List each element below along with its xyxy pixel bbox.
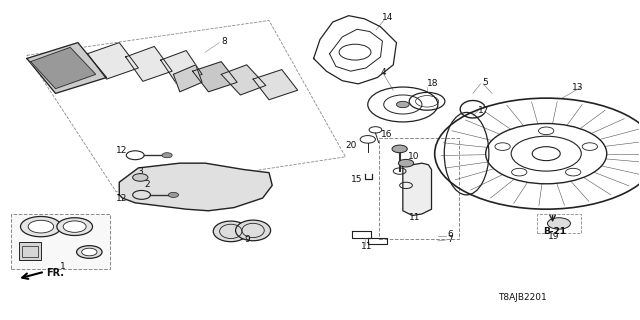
- Text: T8AJB2201: T8AJB2201: [499, 293, 547, 302]
- Text: 3: 3: [137, 167, 143, 176]
- Text: 8: 8: [221, 36, 227, 45]
- Bar: [380, 138, 459, 239]
- Circle shape: [82, 248, 97, 256]
- Text: 17: 17: [478, 106, 490, 115]
- Text: 18: 18: [427, 79, 438, 88]
- Polygon shape: [403, 163, 431, 215]
- Text: B-21: B-21: [543, 227, 566, 236]
- Circle shape: [63, 221, 86, 232]
- Circle shape: [20, 216, 61, 237]
- Text: 19: 19: [548, 232, 559, 241]
- Text: 12: 12: [116, 146, 127, 155]
- Circle shape: [392, 145, 407, 153]
- Circle shape: [162, 153, 172, 158]
- Text: 16: 16: [381, 130, 392, 139]
- Text: 10: 10: [408, 152, 419, 161]
- Bar: [19, 243, 41, 260]
- Text: 5: 5: [483, 78, 488, 87]
- Text: 11: 11: [362, 242, 373, 251]
- Text: 7: 7: [447, 236, 453, 244]
- Polygon shape: [27, 43, 106, 93]
- Ellipse shape: [236, 220, 271, 241]
- Circle shape: [398, 159, 413, 167]
- Polygon shape: [125, 46, 172, 81]
- Polygon shape: [193, 62, 237, 92]
- Ellipse shape: [213, 221, 248, 242]
- Circle shape: [132, 174, 148, 181]
- Polygon shape: [253, 69, 298, 100]
- Circle shape: [28, 220, 54, 233]
- Text: FR.: FR.: [46, 268, 64, 278]
- Circle shape: [77, 246, 102, 258]
- Polygon shape: [221, 65, 266, 95]
- Polygon shape: [119, 163, 272, 211]
- Circle shape: [532, 147, 560, 161]
- Text: 12: 12: [116, 194, 127, 203]
- Polygon shape: [88, 43, 138, 79]
- Polygon shape: [161, 51, 202, 84]
- Polygon shape: [31, 47, 96, 89]
- Text: 6: 6: [447, 230, 453, 239]
- Circle shape: [547, 218, 570, 229]
- Text: 15: 15: [351, 174, 363, 184]
- Text: 9: 9: [245, 236, 250, 244]
- Circle shape: [396, 101, 409, 108]
- Text: 13: 13: [572, 83, 583, 92]
- Bar: [537, 214, 581, 233]
- Circle shape: [57, 218, 93, 236]
- Text: 2: 2: [145, 180, 150, 189]
- Polygon shape: [173, 65, 202, 92]
- Text: 4: 4: [381, 68, 386, 77]
- Text: 14: 14: [383, 13, 394, 22]
- Text: 1: 1: [60, 262, 66, 271]
- Circle shape: [168, 192, 179, 197]
- Bar: [11, 214, 109, 269]
- Bar: [22, 246, 38, 257]
- Text: 20: 20: [345, 141, 356, 150]
- Text: 11: 11: [409, 212, 420, 222]
